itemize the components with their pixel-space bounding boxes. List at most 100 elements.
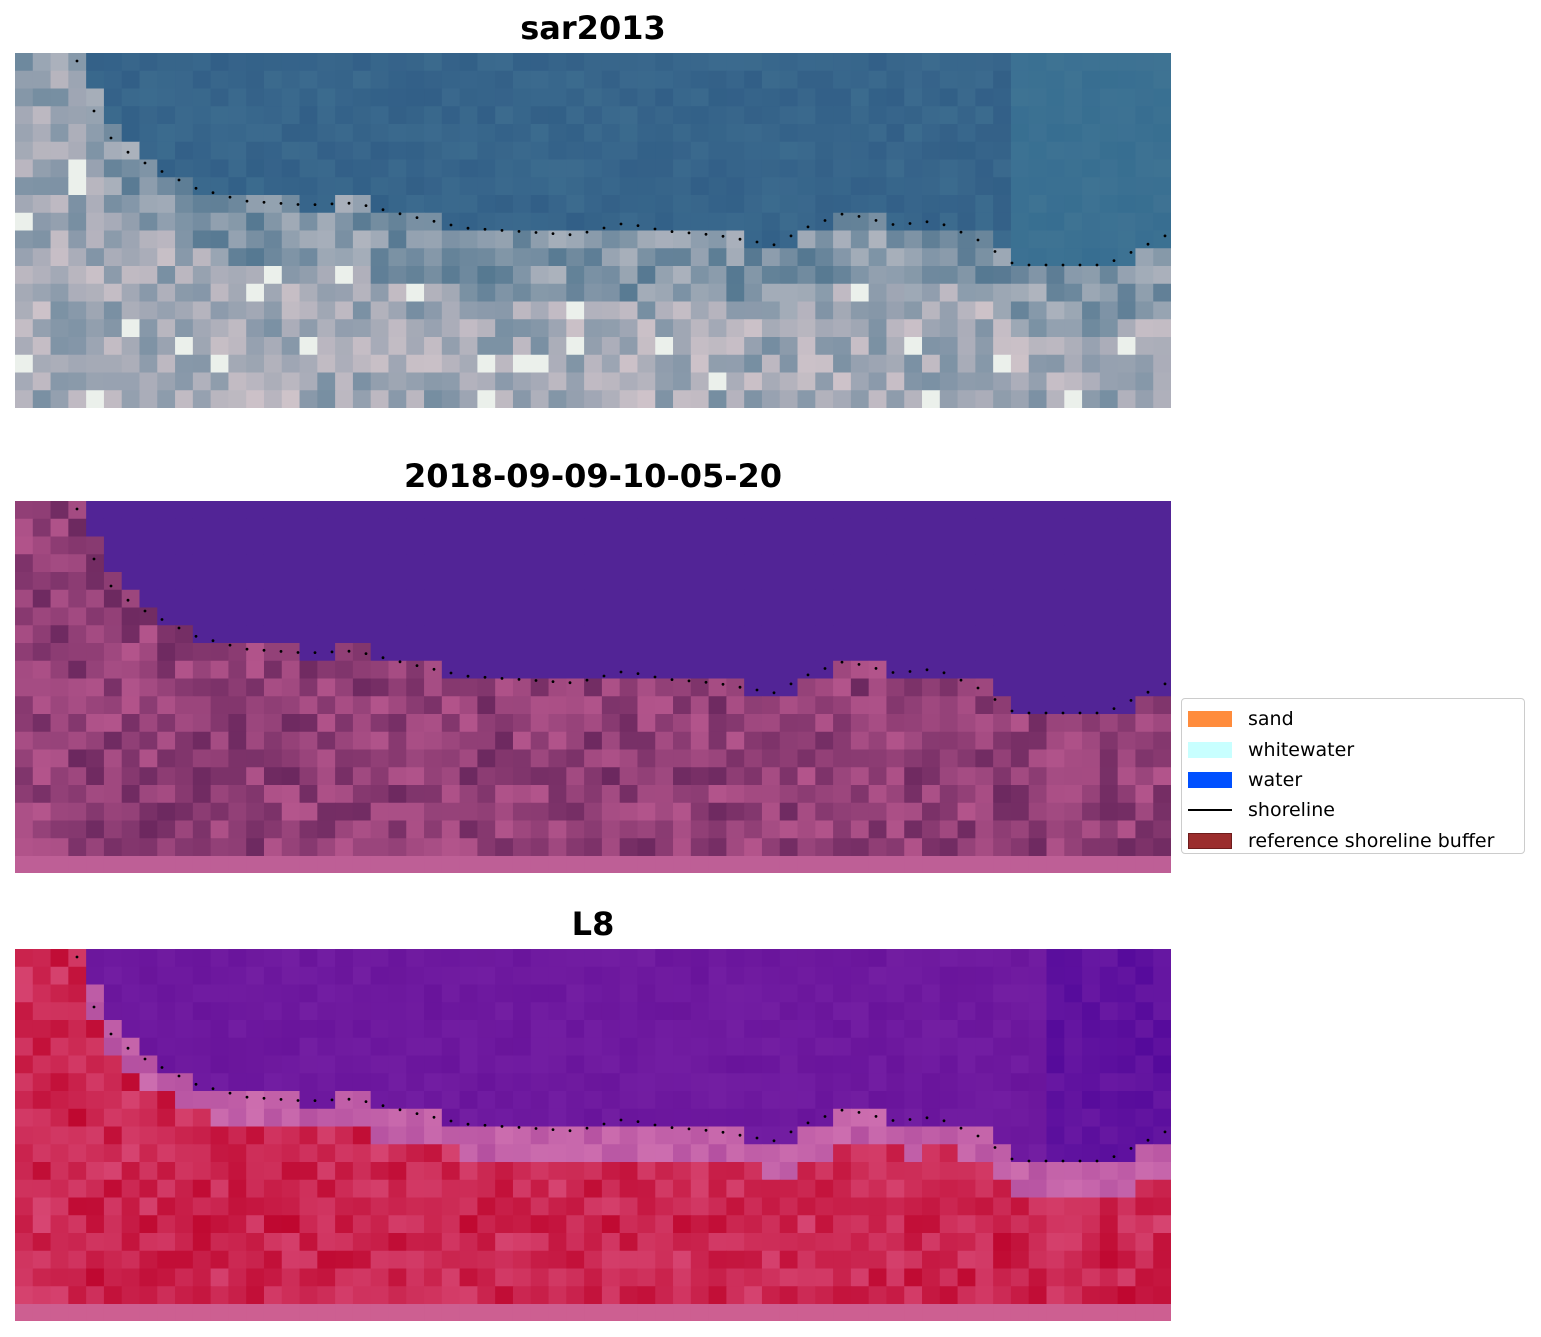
image-pixel xyxy=(1117,1144,1137,1163)
image-pixel xyxy=(833,319,852,338)
image-pixel xyxy=(335,372,354,391)
image-pixel xyxy=(228,106,247,125)
image-pixel xyxy=(388,212,407,232)
image-pixel xyxy=(15,1215,34,1234)
image-pixel xyxy=(388,572,407,591)
image-pixel xyxy=(530,1268,550,1287)
image-pixel xyxy=(566,554,585,573)
image-pixel xyxy=(68,643,87,662)
image-pixel xyxy=(512,554,532,573)
image-pixel xyxy=(975,372,994,391)
image-pixel xyxy=(548,501,567,520)
image-pixel xyxy=(1135,856,1154,873)
image-pixel xyxy=(477,643,496,662)
image-pixel xyxy=(103,337,123,356)
image-pixel xyxy=(815,212,834,232)
image-pixel xyxy=(833,660,852,680)
image-pixel xyxy=(708,1162,727,1181)
image-pixel xyxy=(1135,785,1154,804)
image-pixel xyxy=(1153,856,1171,873)
image-pixel xyxy=(246,554,265,573)
image-pixel xyxy=(1117,354,1137,374)
image-pixel xyxy=(1117,1233,1137,1252)
image-pixel xyxy=(1153,53,1171,72)
image-pixel xyxy=(477,248,496,267)
image-pixel xyxy=(370,319,390,338)
image-pixel xyxy=(495,1179,514,1199)
image-pixel xyxy=(619,1002,639,1021)
image-pixel xyxy=(1010,1250,1030,1270)
image-pixel xyxy=(886,1020,905,1039)
image-pixel xyxy=(495,266,514,285)
image-pixel xyxy=(566,354,585,374)
image-pixel xyxy=(68,141,87,161)
image-pixel xyxy=(690,390,710,408)
image-pixel xyxy=(797,283,816,303)
image-pixel xyxy=(1028,70,1048,90)
image-pixel xyxy=(548,230,567,249)
image-pixel xyxy=(1064,1162,1083,1181)
image-pixel xyxy=(815,589,834,609)
image-pixel xyxy=(317,785,336,804)
image-pixel xyxy=(904,1197,923,1216)
shoreline-dot xyxy=(619,222,623,226)
image-pixel xyxy=(584,319,603,338)
image-pixel xyxy=(228,195,247,214)
shoreline-dot xyxy=(636,224,640,228)
image-pixel xyxy=(1046,1215,1065,1234)
image-pixel xyxy=(441,696,461,715)
image-pixel xyxy=(1117,1002,1137,1021)
image-pixel xyxy=(815,1215,834,1234)
image-pixel xyxy=(175,390,194,408)
image-pixel xyxy=(548,124,567,143)
image-pixel xyxy=(637,1091,656,1110)
image-pixel xyxy=(335,248,354,267)
image-pixel xyxy=(424,949,443,968)
image-pixel xyxy=(993,1268,1012,1287)
image-pixel xyxy=(975,785,994,804)
image-pixel xyxy=(192,283,212,303)
shoreline-dot xyxy=(160,170,164,173)
image-pixel xyxy=(317,1268,336,1287)
image-pixel xyxy=(939,301,959,320)
image-pixel xyxy=(50,518,69,538)
image-pixel xyxy=(495,319,514,338)
image-pixel xyxy=(637,1037,656,1057)
image-pixel xyxy=(1117,1179,1137,1199)
image-pixel xyxy=(904,1073,923,1092)
shoreline-dot xyxy=(1044,1159,1048,1163)
image-pixel xyxy=(548,319,567,338)
image-pixel xyxy=(281,1126,301,1145)
image-pixel xyxy=(744,88,763,107)
image-pixel xyxy=(548,1073,567,1092)
image-pixel xyxy=(566,1020,585,1039)
image-pixel xyxy=(317,1055,336,1074)
image-pixel xyxy=(815,1002,834,1021)
image-pixel xyxy=(1099,696,1119,715)
image-pixel xyxy=(779,1055,799,1074)
image-pixel xyxy=(1099,248,1119,267)
image-pixel xyxy=(50,589,69,609)
image-pixel xyxy=(1099,949,1119,968)
image-pixel xyxy=(157,70,176,90)
image-pixel xyxy=(15,1002,34,1021)
image-pixel xyxy=(317,749,336,768)
image-pixel xyxy=(922,266,941,285)
image-pixel xyxy=(512,820,532,839)
image-pixel xyxy=(352,949,372,968)
image-pixel xyxy=(103,554,123,573)
image-pixel xyxy=(459,124,478,143)
image-pixel xyxy=(424,230,443,249)
image-pixel xyxy=(726,607,745,626)
image-pixel xyxy=(281,554,301,573)
image-pixel xyxy=(566,1233,585,1252)
image-pixel xyxy=(424,1091,443,1110)
image-pixel xyxy=(103,159,123,178)
image-pixel xyxy=(424,1233,443,1252)
image-pixel xyxy=(797,1020,816,1039)
image-pixel xyxy=(228,714,247,733)
shoreline-dot xyxy=(874,667,878,670)
image-pixel xyxy=(708,554,727,573)
image-pixel xyxy=(477,1268,496,1287)
image-pixel xyxy=(192,749,212,768)
